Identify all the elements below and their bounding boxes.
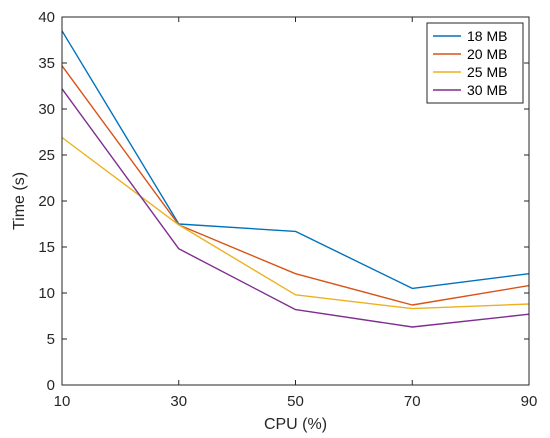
y-tick-label: 35 bbox=[38, 55, 55, 72]
legend-label: 18 MB bbox=[467, 28, 507, 44]
series-lines bbox=[61, 30, 530, 328]
y-tick-label: 0 bbox=[47, 377, 55, 394]
legend-label: 20 MB bbox=[467, 46, 507, 62]
legend: 18 MB 20 MB 25 MB 30 MB bbox=[426, 22, 524, 104]
axis-ticks: 10 30 50 70 90 0 5 10 15 20 25 30 35 40 bbox=[38, 9, 537, 410]
series-line-18-mb bbox=[61, 30, 530, 290]
series-line-30-mb bbox=[61, 88, 530, 328]
x-tick-label: 70 bbox=[404, 393, 421, 410]
x-tick-label: 30 bbox=[170, 393, 187, 410]
x-tick-label: 50 bbox=[287, 393, 304, 410]
series-line-20-mb bbox=[61, 65, 530, 306]
y-tick-label: 30 bbox=[38, 101, 55, 118]
y-tick-label: 5 bbox=[47, 331, 55, 348]
y-tick-label: 20 bbox=[38, 193, 55, 210]
legend-label: 30 MB bbox=[467, 82, 507, 98]
y-tick-label: 10 bbox=[38, 285, 55, 302]
x-tick-label: 90 bbox=[521, 393, 538, 410]
y-tick-label: 25 bbox=[38, 147, 55, 164]
y-tick-label: 40 bbox=[38, 9, 55, 26]
y-axis-label: Time (s) bbox=[11, 172, 28, 230]
x-axis-label: CPU (%) bbox=[264, 416, 327, 433]
legend-label: 25 MB bbox=[467, 64, 507, 80]
x-tick-label: 10 bbox=[54, 393, 71, 410]
y-tick-label: 15 bbox=[38, 239, 55, 256]
